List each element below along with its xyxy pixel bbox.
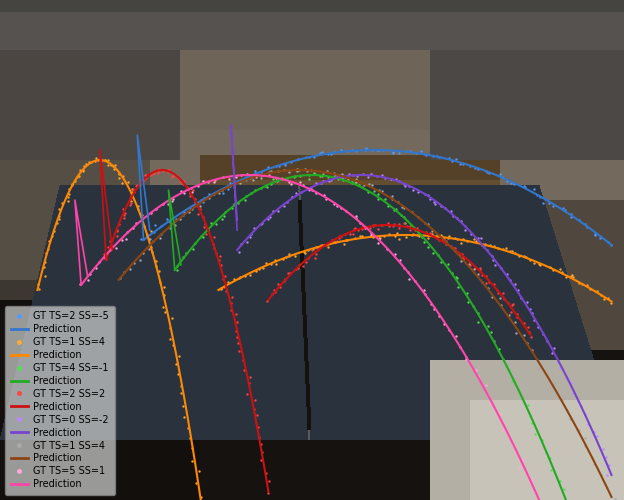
- Legend: GT TS=2 SS=-5, Prediction, GT TS=1 SS=4, Prediction, GT TS=4 SS=-1, Prediction, : GT TS=2 SS=-5, Prediction, GT TS=1 SS=4,…: [5, 306, 115, 495]
